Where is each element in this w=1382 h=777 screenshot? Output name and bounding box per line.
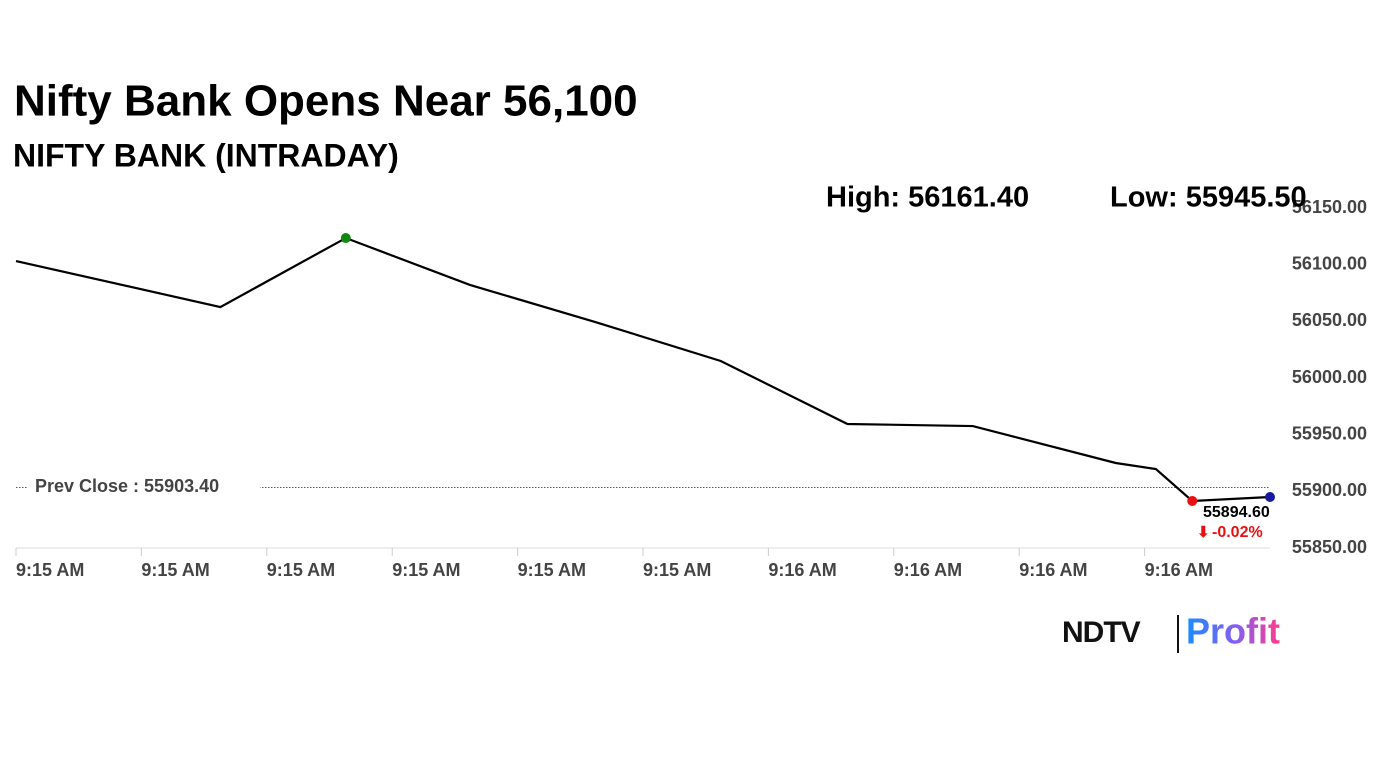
y-tick-label: 56000.00 bbox=[1292, 367, 1367, 387]
x-tick-label: 9:15 AM bbox=[643, 560, 711, 580]
y-tick-label: 55950.00 bbox=[1292, 423, 1367, 443]
y-tick-label: 56050.00 bbox=[1292, 310, 1367, 330]
prev-close-bg bbox=[28, 473, 260, 500]
x-tick-label: 9:16 AM bbox=[894, 560, 962, 580]
last-value-label: 55894.60 bbox=[1203, 504, 1270, 521]
x-tick-label: 9:15 AM bbox=[518, 560, 586, 580]
x-tick-label: 9:15 AM bbox=[392, 560, 460, 580]
point-marker bbox=[1265, 492, 1275, 502]
low-text: Low: 55945.50 bbox=[1110, 182, 1307, 214]
logo-product: Profit bbox=[1186, 611, 1280, 652]
x-tick-label: 9:15 AM bbox=[141, 560, 209, 580]
y-tick-label: 56100.00 bbox=[1292, 253, 1367, 273]
x-tick-label: 9:16 AM bbox=[1019, 560, 1087, 580]
y-tick-label: 56150.00 bbox=[1292, 197, 1367, 217]
y-tick-label: 55850.00 bbox=[1292, 537, 1367, 557]
change-arrow: ⬇ bbox=[1197, 524, 1210, 541]
logo-brand: NDTV bbox=[1062, 616, 1141, 649]
x-tick-label: 9:15 AM bbox=[267, 560, 335, 580]
high-text: High: 56161.40 bbox=[826, 182, 1029, 214]
x-tick-label: 9:15 AM bbox=[16, 560, 84, 580]
point-marker bbox=[1187, 495, 1198, 506]
series-line bbox=[15, 236, 1271, 503]
chart-subtitle: NIFTY BANK (INTRADAY) bbox=[13, 137, 399, 173]
change-label: -0.02% bbox=[1212, 524, 1263, 541]
chart-title: Nifty Bank Opens Near 56,100 bbox=[14, 77, 638, 126]
y-tick-label: 55900.00 bbox=[1292, 480, 1367, 500]
prev-close-label: Prev Close : 55903.40 bbox=[35, 476, 219, 496]
x-tick-label: 9:16 AM bbox=[1145, 560, 1213, 580]
point-marker bbox=[340, 233, 351, 244]
x-tick-label: 9:16 AM bbox=[768, 560, 836, 580]
